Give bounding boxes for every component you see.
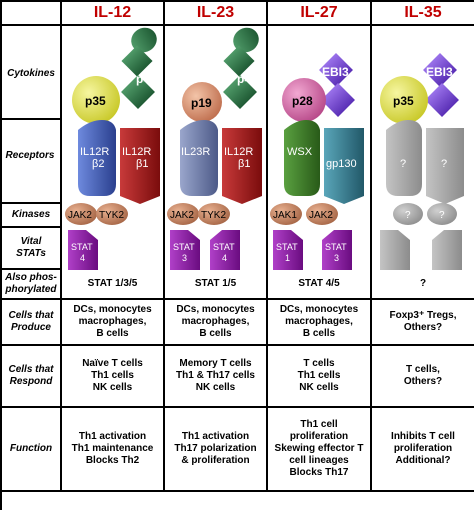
function-il23: Th1 activation Th17 polarization & proli… (165, 408, 268, 492)
divider-col-2 (266, 24, 268, 270)
divider-kinases-stats (0, 226, 60, 228)
row-label-cytokines-text: Cytokines (7, 68, 55, 79)
header-il12: IL-12 (62, 2, 165, 26)
row-label-function: Function (2, 408, 62, 492)
also-phos-il35: ? (372, 270, 474, 300)
function-il12: Th1 activation Th1 maintenance Blocks Th… (62, 408, 165, 492)
header-il27: IL-27 (268, 2, 372, 26)
row-label-also-phosphorylated: Also phos- phorylated (2, 270, 62, 300)
respond-il23: Memory T cells Th1 & Th17 cells NK cells (165, 346, 268, 408)
function-il35: Inhibits T cell proliferation Additional… (372, 408, 474, 492)
row-label-receptors: Receptors (5, 150, 55, 161)
function-il27: Th1 cell proliferation Skewing effector … (268, 408, 372, 492)
row-label-vital-stats: Vital STATs (2, 228, 62, 270)
row-label-cytokines: Cytokines (2, 26, 62, 204)
row-label-kinases: Kinases (2, 204, 62, 228)
produce-il27: DCs, monocytes macrophages, B cells (268, 300, 372, 346)
produce-il35: Foxp3⁺ Tregs, Others? (372, 300, 474, 346)
header-il35: IL-35 (372, 2, 474, 26)
respond-il12: Naïve T cells Th1 cells NK cells (62, 346, 165, 408)
header-il23: IL-23 (165, 2, 268, 26)
respond-il27: T cells Th1 cells NK cells (268, 346, 372, 408)
produce-il23: DCs, monocytes macrophages, B cells (165, 300, 268, 346)
diagram-area (62, 26, 474, 270)
respond-il35: T cells, Others? (372, 346, 474, 408)
also-phos-il27: STAT 4/5 (268, 270, 372, 300)
divider-col-1 (163, 24, 165, 270)
row-label-produce: Cells that Produce (2, 300, 62, 346)
divider-cytokines-receptors (0, 118, 60, 120)
also-phos-il12: STAT 1/3/5 (62, 270, 165, 300)
also-phos-il23: STAT 1/5 (165, 270, 268, 300)
divider-col-3 (370, 24, 372, 270)
divider-receptors-kinases (0, 202, 60, 204)
produce-il12: DCs, monocytes macrophages, B cells (62, 300, 165, 346)
corner-cell (2, 2, 62, 26)
row-label-respond: Cells that Respond (2, 346, 62, 408)
